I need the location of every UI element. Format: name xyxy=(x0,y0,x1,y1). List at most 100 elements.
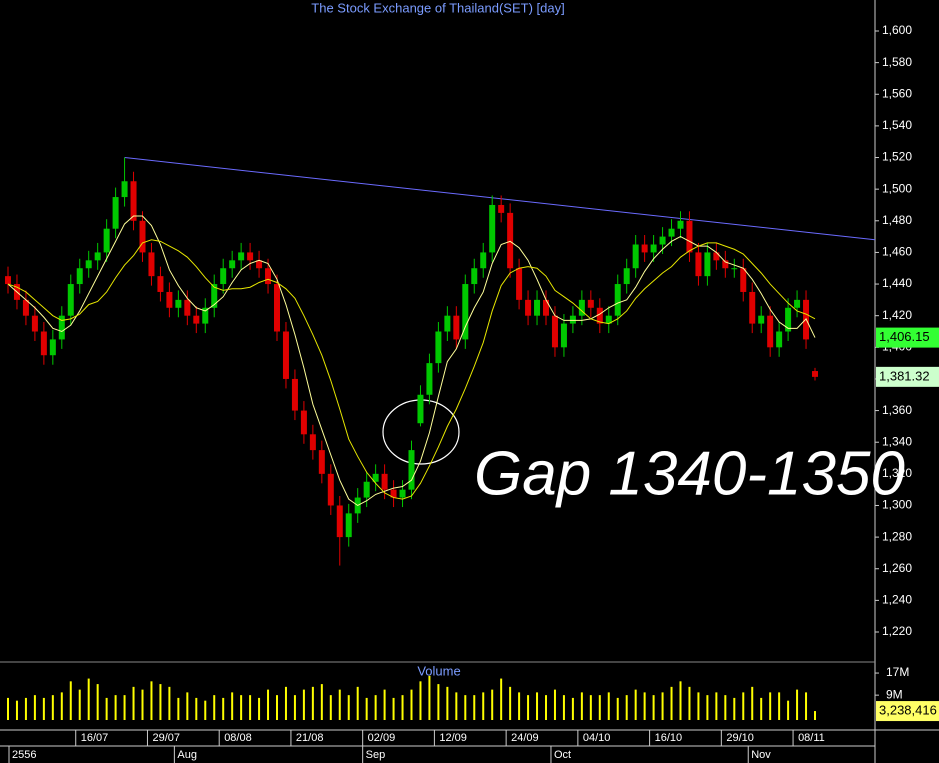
value-box xyxy=(876,366,939,387)
moving-average xyxy=(7,239,816,500)
candle-body xyxy=(650,244,657,253)
candle-body xyxy=(749,291,756,324)
volume-bar xyxy=(670,686,673,720)
period-label: Oct xyxy=(554,749,571,761)
volume-bar xyxy=(320,684,323,720)
candle-body xyxy=(623,268,630,285)
volume-bar xyxy=(571,697,574,720)
volume-bar xyxy=(509,686,512,720)
candle-body xyxy=(435,331,442,364)
candle-body xyxy=(812,371,818,377)
x-tick-label: 24/09 xyxy=(511,732,539,744)
volume-bar xyxy=(634,689,637,720)
candle-body xyxy=(560,323,567,348)
y-tick-label: 1,300 xyxy=(882,498,912,512)
candle-body xyxy=(300,410,307,435)
volume-bar xyxy=(661,692,664,720)
volume-bar xyxy=(679,681,682,720)
candle-body xyxy=(578,299,585,316)
volume-bar xyxy=(258,697,261,720)
volume-bar xyxy=(778,692,781,720)
volume-bar xyxy=(482,692,485,720)
candle-body xyxy=(659,236,666,245)
x-tick-label: 21/08 xyxy=(296,732,324,744)
volume-bar xyxy=(177,697,180,720)
volume-bar xyxy=(249,695,252,720)
candle-body xyxy=(614,284,621,316)
candle-body xyxy=(121,181,128,198)
volume-bar xyxy=(293,695,296,720)
volume-bar xyxy=(410,689,413,720)
candle-body xyxy=(345,513,352,538)
candle-body xyxy=(408,450,415,490)
volume-bar xyxy=(141,689,144,720)
x-tick-label: 02/09 xyxy=(368,732,396,744)
candle-body xyxy=(58,315,65,340)
candle-body xyxy=(677,220,684,229)
volume-bar xyxy=(607,692,610,720)
candle-body xyxy=(489,204,496,253)
volume-bar xyxy=(760,697,763,720)
candle-body xyxy=(256,260,263,269)
candle-body xyxy=(480,252,487,269)
volume-bar xyxy=(616,697,619,720)
y-tick-label: 1,440 xyxy=(882,276,912,290)
volume-bar xyxy=(311,686,314,720)
candle-body xyxy=(22,299,29,316)
value-box xyxy=(876,701,939,722)
candle-body xyxy=(776,331,783,348)
candle-body xyxy=(587,299,594,308)
volume-bar xyxy=(96,684,99,720)
candle-body xyxy=(327,473,334,506)
volume-bar xyxy=(527,695,530,720)
volume-bar xyxy=(195,697,198,720)
volume-bar xyxy=(60,692,63,720)
y-tick-label: 17M xyxy=(886,665,909,679)
candle-body xyxy=(229,260,236,269)
value-box-label: 3,238,416 xyxy=(879,702,937,717)
candle-body xyxy=(274,284,280,332)
volume-bar xyxy=(589,695,592,720)
volume-bar xyxy=(392,697,395,720)
y-tick-label: 1,480 xyxy=(882,213,912,227)
volume-bar xyxy=(580,692,583,720)
candle-body xyxy=(309,434,316,451)
candle-body xyxy=(426,363,433,395)
volume-bar xyxy=(347,695,350,720)
candle-body xyxy=(740,268,747,292)
period-label: Aug xyxy=(177,749,197,761)
candle-body xyxy=(417,394,424,424)
candle-body xyxy=(767,315,774,348)
y-tick-label: 1,580 xyxy=(882,55,912,69)
volume-bar xyxy=(78,689,81,720)
y-tick-label: 1,560 xyxy=(882,86,912,100)
x-tick-label: 16/07 xyxy=(81,732,109,744)
candle-body xyxy=(318,450,325,474)
volume-bar xyxy=(33,695,36,720)
x-tick-label: 29/10 xyxy=(726,732,754,744)
volume-bar xyxy=(464,695,467,720)
volume-bar xyxy=(473,695,476,720)
value-box-label: 1,381.32 xyxy=(879,368,930,383)
candle-body xyxy=(336,505,343,538)
candle-body xyxy=(641,244,648,253)
volume-bar xyxy=(69,681,72,720)
candle-body xyxy=(569,315,576,324)
candle-body xyxy=(265,268,272,285)
candle-body xyxy=(166,291,173,308)
volume-bar xyxy=(15,700,18,720)
candle-body xyxy=(67,284,74,316)
volume-bar xyxy=(42,697,45,720)
volume-bar xyxy=(284,686,287,720)
value-box xyxy=(876,327,939,348)
x-tick-label: 08/11 xyxy=(798,732,825,744)
candle-body xyxy=(758,315,765,324)
candle-body xyxy=(390,489,397,498)
volume-bar xyxy=(733,697,736,720)
candle-body xyxy=(551,315,558,348)
candle-body xyxy=(40,331,47,356)
volume-bar xyxy=(437,684,440,720)
candle-body xyxy=(516,268,523,300)
volume-bar xyxy=(598,695,601,720)
volume-bar xyxy=(374,695,377,720)
